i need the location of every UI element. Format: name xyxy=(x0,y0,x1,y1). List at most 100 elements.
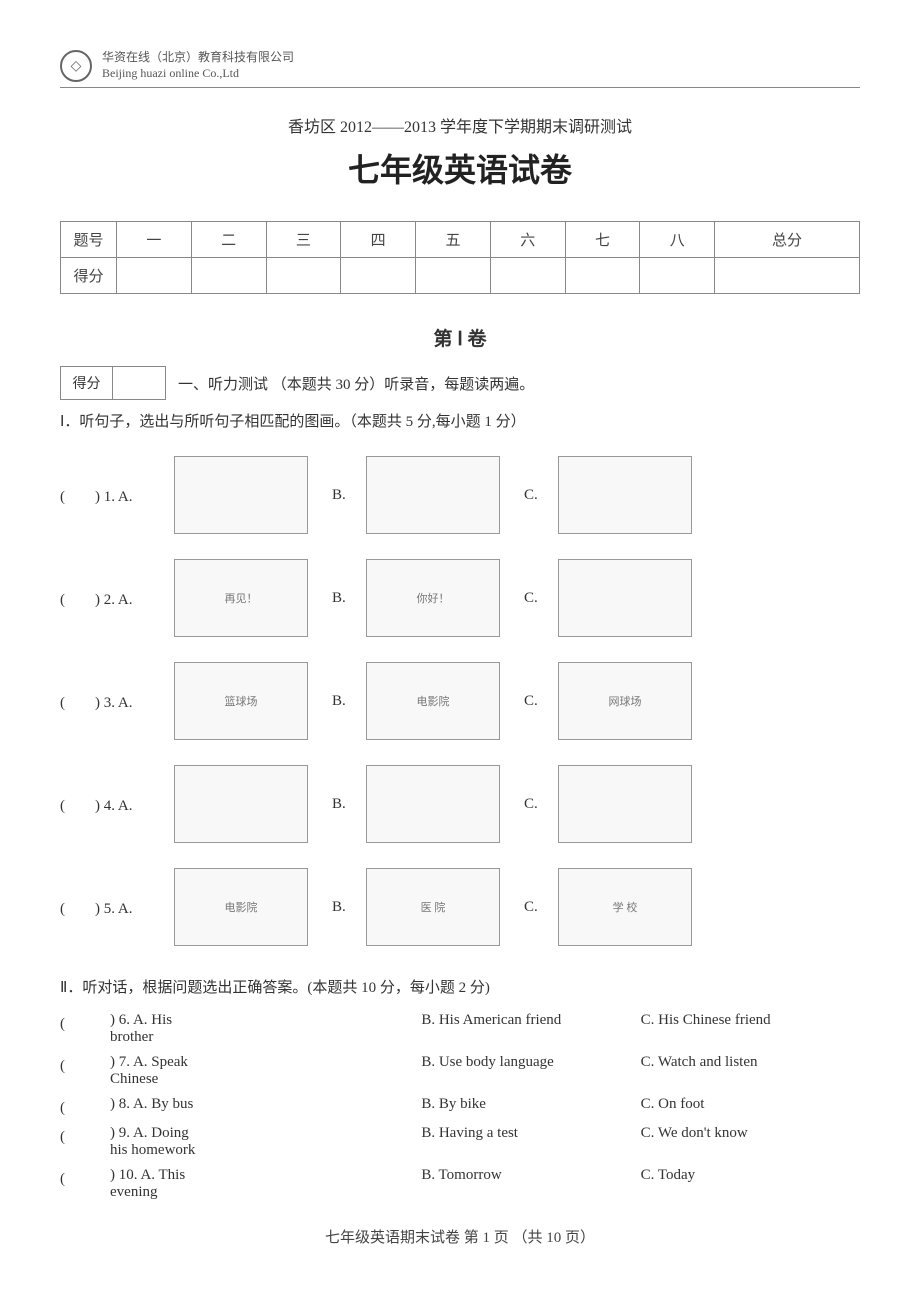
col-header: 八 xyxy=(640,222,715,258)
option-image xyxy=(174,765,308,843)
q-number: ) 9. A. Doing his homework xyxy=(110,1125,202,1159)
option-image xyxy=(558,456,692,534)
score-cell[interactable] xyxy=(565,258,640,294)
score-box: 得分 xyxy=(60,366,166,400)
question-row: ( ) 1. A. B. C. xyxy=(60,456,860,534)
opt-label: C. xyxy=(524,590,554,607)
col-header: 总分 xyxy=(715,222,860,258)
q-label[interactable]: ( ) 1. A. xyxy=(60,485,170,506)
col-header: 六 xyxy=(490,222,565,258)
part2-instruction: Ⅱ．听对话，根据问题选出正确答案。(本题共 10 分，每小题 2 分) xyxy=(60,976,860,997)
section-title: 第 Ⅰ 卷 xyxy=(60,324,860,351)
main-title: 七年级英语试卷 xyxy=(60,145,860,191)
answer-blank[interactable]: ( xyxy=(60,1125,110,1159)
row-label: 题号 xyxy=(61,222,117,258)
score-cell[interactable] xyxy=(117,258,192,294)
question-row: ( ) 5. A. 电影院 B. 医 院 C. 学 校 xyxy=(60,868,860,946)
col-header: 一 xyxy=(117,222,192,258)
question-row: ( ) 3. A. 篮球场 B. 电影院 C. 网球场 xyxy=(60,662,860,740)
table-row: 得分 xyxy=(61,258,860,294)
question-row: ( ) 4. A. B. C. xyxy=(60,765,860,843)
score-cell[interactable] xyxy=(266,258,341,294)
option-c: C. We don't know xyxy=(641,1125,860,1159)
score-cell[interactable] xyxy=(416,258,491,294)
q-label[interactable]: ( ) 2. A. xyxy=(60,588,170,609)
opt-label: C. xyxy=(524,796,554,813)
option-image xyxy=(558,765,692,843)
opt-label: B. xyxy=(332,899,362,916)
score-cell[interactable] xyxy=(341,258,416,294)
option-image xyxy=(558,559,692,637)
page-footer: 七年级英语期末试卷 第 1 页 （共 10 页） xyxy=(60,1226,860,1247)
opt-label: C. xyxy=(524,693,554,710)
col-header: 二 xyxy=(191,222,266,258)
score-box-label: 得分 xyxy=(61,367,113,399)
q-number: ) 8. A. By bus xyxy=(110,1096,202,1117)
opt-label: C. xyxy=(524,899,554,916)
col-header: 五 xyxy=(416,222,491,258)
score-cell[interactable] xyxy=(715,258,860,294)
answer-blank[interactable]: ( xyxy=(60,1054,110,1088)
header-logo: ◇ 华资在线（北京）教育科技有限公司 Beijing huazi online … xyxy=(60,50,860,82)
score-cell[interactable] xyxy=(640,258,715,294)
listening-header: 得分 一、听力测试 （本题共 30 分）听录音，每题读两遍。 xyxy=(60,366,860,400)
col-header: 七 xyxy=(565,222,640,258)
score-box-value[interactable] xyxy=(113,367,165,399)
option-image: 再见！ xyxy=(174,559,308,637)
option-image: 篮球场 xyxy=(174,662,308,740)
header-divider xyxy=(60,87,860,88)
text-question-row: ( ) 7. A. Speak Chinese B. Use body lang… xyxy=(60,1054,860,1088)
option-b: B. Use body language xyxy=(421,1054,640,1088)
option-b: B. His American friend xyxy=(421,1012,640,1046)
company-en: Beijing huazi online Co.,Ltd xyxy=(102,66,294,82)
score-cell[interactable] xyxy=(191,258,266,294)
option-image: 电影院 xyxy=(366,662,500,740)
option-image: 电影院 xyxy=(174,868,308,946)
option-image xyxy=(174,456,308,534)
q-number: ) 10. A. This evening xyxy=(110,1167,202,1201)
answer-blank[interactable]: ( xyxy=(60,1096,110,1117)
text-question-row: ( ) 6. A. His brother B. His American fr… xyxy=(60,1012,860,1046)
q-number: ) 6. A. His brother xyxy=(110,1012,202,1046)
part1-instruction: Ⅰ．听句子，选出与所听句子相匹配的图画。（本题共 5 分,每小题 1 分） xyxy=(60,410,860,431)
q-label[interactable]: ( ) 5. A. xyxy=(60,897,170,918)
q-number: ) 7. A. Speak Chinese xyxy=(110,1054,202,1088)
company-cn: 华资在线（北京）教育科技有限公司 xyxy=(102,50,294,66)
listening-label: 一、听力测试 （本题共 30 分）听录音，每题读两遍。 xyxy=(178,373,534,394)
text-question-row: ( ) 10. A. This evening B. Tomorrow C. T… xyxy=(60,1167,860,1201)
score-cell[interactable] xyxy=(490,258,565,294)
option-c: C. Watch and listen xyxy=(641,1054,860,1088)
subtitle: 香坊区 2012——2013 学年度下学期期末调研测试 xyxy=(60,113,860,137)
col-header: 四 xyxy=(341,222,416,258)
option-image xyxy=(366,456,500,534)
opt-label: B. xyxy=(332,693,362,710)
option-image: 医 院 xyxy=(366,868,500,946)
table-row: 题号 一 二 三 四 五 六 七 八 总分 xyxy=(61,222,860,258)
option-image: 你好！ xyxy=(366,559,500,637)
text-question-row: ( ) 8. A. By bus B. By bike C. On foot xyxy=(60,1096,860,1117)
option-image: 学 校 xyxy=(558,868,692,946)
q-label[interactable]: ( ) 3. A. xyxy=(60,691,170,712)
opt-label: B. xyxy=(332,487,362,504)
opt-label: B. xyxy=(332,796,362,813)
option-c: C. Today xyxy=(641,1167,860,1201)
answer-blank[interactable]: ( xyxy=(60,1012,110,1046)
option-b: B. Tomorrow xyxy=(421,1167,640,1201)
col-header: 三 xyxy=(266,222,341,258)
question-row: ( ) 2. A. 再见！ B. 你好！ C. xyxy=(60,559,860,637)
opt-label: B. xyxy=(332,590,362,607)
logo-text: 华资在线（北京）教育科技有限公司 Beijing huazi online Co… xyxy=(102,50,294,81)
answer-blank[interactable]: ( xyxy=(60,1167,110,1201)
option-b: B. Having a test xyxy=(421,1125,640,1159)
option-b: B. By bike xyxy=(421,1096,640,1117)
option-image xyxy=(366,765,500,843)
text-question-row: ( ) 9. A. Doing his homework B. Having a… xyxy=(60,1125,860,1159)
logo-icon: ◇ xyxy=(60,50,92,82)
opt-label: C. xyxy=(524,487,554,504)
option-image: 网球场 xyxy=(558,662,692,740)
option-c: C. His Chinese friend xyxy=(641,1012,860,1046)
q-label[interactable]: ( ) 4. A. xyxy=(60,794,170,815)
option-c: C. On foot xyxy=(641,1096,860,1117)
row-label: 得分 xyxy=(61,258,117,294)
score-table: 题号 一 二 三 四 五 六 七 八 总分 得分 xyxy=(60,221,860,294)
